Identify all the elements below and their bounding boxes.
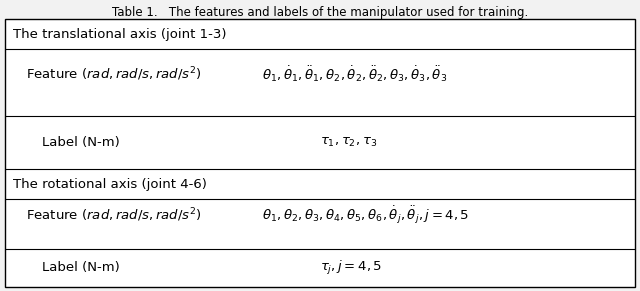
- Text: Feature $(rad, rad/s, rad/s^2)$: Feature $(rad, rad/s, rad/s^2)$: [26, 65, 201, 83]
- Text: $\theta_1, \theta_2, \theta_3, \theta_4, \theta_5, \theta_6, \dot{\theta}_j, \dd: $\theta_1, \theta_2, \theta_3, \theta_4,…: [262, 205, 470, 226]
- Text: $\tau_j, j = 4, 5$: $\tau_j, j = 4, 5$: [320, 259, 382, 277]
- Text: Label (N-m): Label (N-m): [42, 261, 119, 274]
- Text: $\theta_1, \dot{\theta}_1, \ddot{\theta}_1, \theta_2, \dot{\theta}_2, \ddot{\the: $\theta_1, \dot{\theta}_1, \ddot{\theta}…: [262, 64, 447, 84]
- Text: Table 1.   The features and labels of the manipulator used for training.: Table 1. The features and labels of the …: [112, 6, 528, 19]
- Text: The rotational axis (joint 4-6): The rotational axis (joint 4-6): [13, 178, 207, 191]
- Text: Feature $(rad, rad/s, rad/s^2)$: Feature $(rad, rad/s, rad/s^2)$: [26, 207, 201, 224]
- Text: $\tau_1, \tau_2, \tau_3$: $\tau_1, \tau_2, \tau_3$: [320, 136, 377, 149]
- Text: The translational axis (joint 1-3): The translational axis (joint 1-3): [13, 28, 227, 41]
- Text: Label (N-m): Label (N-m): [42, 136, 119, 149]
